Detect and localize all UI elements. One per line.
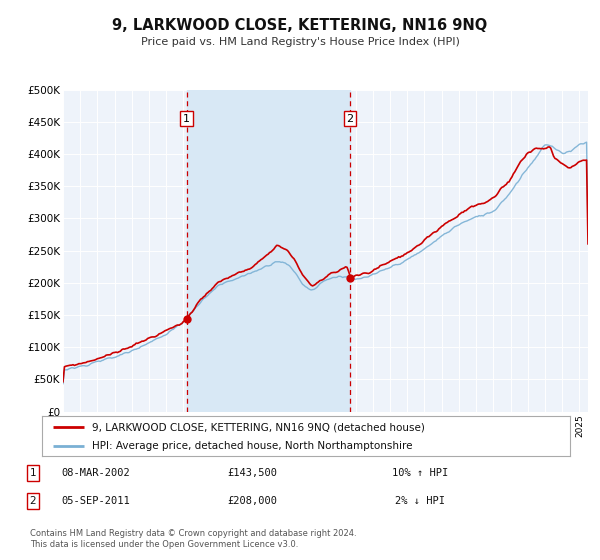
Text: HPI: Average price, detached house, North Northamptonshire: HPI: Average price, detached house, Nort… [92, 441, 413, 451]
Text: 2% ↓ HPI: 2% ↓ HPI [395, 496, 445, 506]
Text: 10% ↑ HPI: 10% ↑ HPI [392, 468, 448, 478]
Text: This data is licensed under the Open Government Licence v3.0.: This data is licensed under the Open Gov… [30, 540, 298, 549]
Text: 08-MAR-2002: 08-MAR-2002 [62, 468, 130, 478]
Text: 2: 2 [29, 496, 37, 506]
Text: 05-SEP-2011: 05-SEP-2011 [62, 496, 130, 506]
Text: 1: 1 [29, 468, 37, 478]
Text: 9, LARKWOOD CLOSE, KETTERING, NN16 9NQ: 9, LARKWOOD CLOSE, KETTERING, NN16 9NQ [112, 18, 488, 32]
Text: £143,500: £143,500 [227, 468, 277, 478]
Text: 2: 2 [346, 114, 353, 124]
Text: £208,000: £208,000 [227, 496, 277, 506]
Bar [187, 90, 350, 412]
Text: Contains HM Land Registry data © Crown copyright and database right 2024.: Contains HM Land Registry data © Crown c… [30, 529, 356, 538]
Text: 1: 1 [183, 114, 190, 124]
Text: Price paid vs. HM Land Registry's House Price Index (HPI): Price paid vs. HM Land Registry's House … [140, 37, 460, 47]
Text: 9, LARKWOOD CLOSE, KETTERING, NN16 9NQ (detached house): 9, LARKWOOD CLOSE, KETTERING, NN16 9NQ (… [92, 422, 425, 432]
